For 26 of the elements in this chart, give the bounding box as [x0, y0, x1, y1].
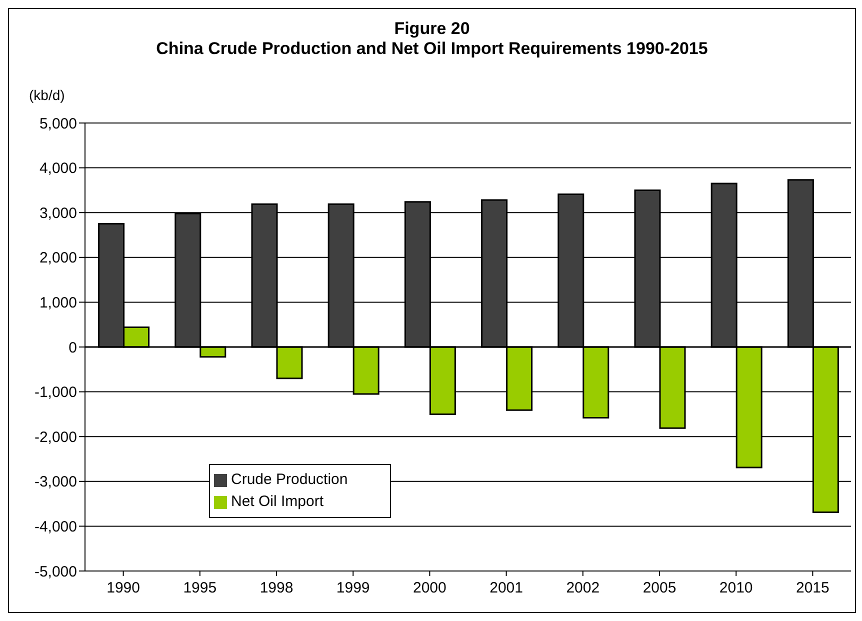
chart-title: Figure 20: [393, 19, 471, 39]
x-tick-label: 1990: [106, 580, 140, 597]
y-tick-label: -5,000: [34, 563, 77, 580]
y-tick-label: 0: [68, 339, 77, 356]
y-axis-title: (kb/d): [29, 87, 65, 103]
y-tick-label: -3,000: [34, 474, 77, 491]
y-tick-label: -4,000: [34, 518, 77, 536]
y-tick-label: 3,000: [39, 204, 77, 222]
x-tick-label: 2010: [719, 580, 753, 597]
x-tick-label: 1995: [183, 580, 217, 597]
y-tick-label: 5,000: [39, 115, 77, 132]
x-tick-label: 2002: [566, 580, 600, 597]
y-tick-label: 2,000: [39, 250, 77, 267]
legend-label: Crude Production: [231, 471, 348, 488]
x-tick-label: 2000: [413, 580, 446, 597]
x-tick-label: 1999: [336, 580, 370, 597]
y-tick-label: 1,000: [39, 294, 77, 312]
y-tick-label: -2,000: [34, 428, 77, 446]
x-tick-label: 1998: [260, 580, 294, 597]
x-tick-label: 2001: [490, 580, 523, 597]
y-tick-label: -1,000: [34, 384, 77, 402]
y-tick-label: 4,000: [39, 160, 77, 178]
legend-label: Net Oil Import: [231, 493, 324, 510]
x-tick-label: 2015: [796, 580, 830, 597]
x-tick-label: 2005: [642, 580, 676, 597]
chart-subtitle: China Crude Production and Net Oil Import Requirements 1990-2015: [155, 39, 709, 59]
